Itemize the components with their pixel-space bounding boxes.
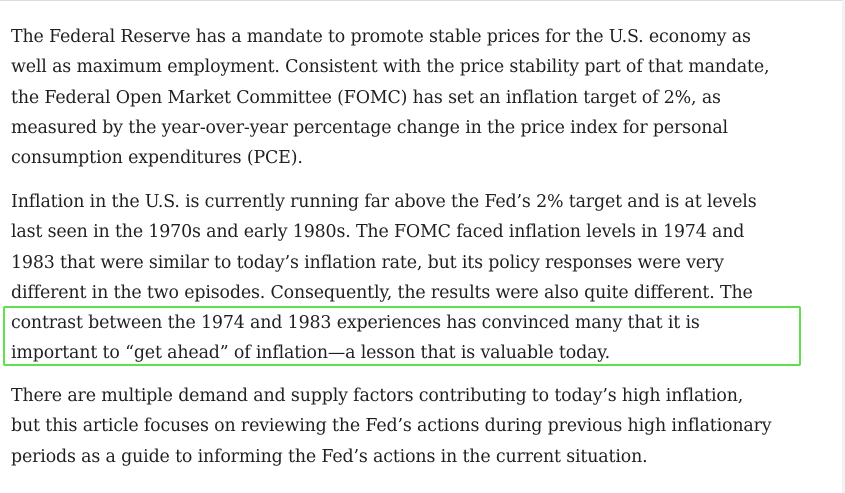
scrollbar-track[interactable] <box>842 0 845 493</box>
top-divider <box>0 0 845 1</box>
paragraph-article-focus: There are multiple demand and supply fac… <box>11 386 772 467</box>
paragraph-fed-mandate: The Federal Reserve has a mandate to pro… <box>11 27 770 169</box>
paragraph-inflation-history: Inflation in the U.S. is currently runni… <box>11 192 757 364</box>
